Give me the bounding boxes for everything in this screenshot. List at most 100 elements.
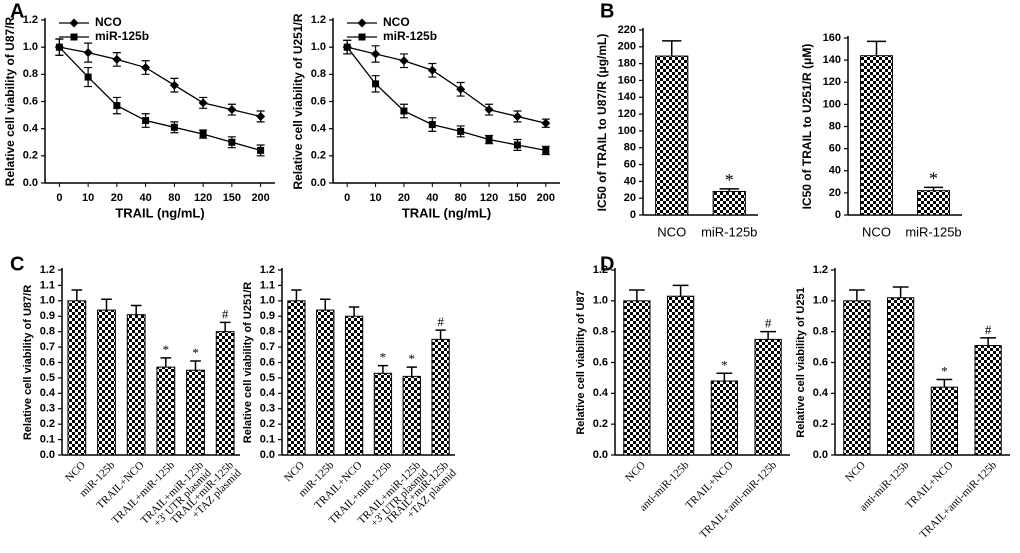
legend-label: miR-125b [95, 29, 149, 43]
y-tick-label: 0.0 [260, 449, 275, 461]
error-bar [101, 298, 112, 311]
annotation: # [222, 306, 229, 321]
bar [156, 366, 176, 456]
error-bar [320, 298, 331, 311]
y-tick-label: 0.5 [260, 372, 275, 384]
y-tick-label: 0.8 [813, 326, 828, 338]
y-tick-label: 0.7 [40, 341, 55, 353]
error-bar [406, 366, 417, 377]
bar [712, 190, 746, 216]
y-axis-label: Relative cell viability of U87/R [22, 285, 34, 440]
marker [456, 84, 466, 94]
error-bar [629, 289, 645, 301]
y-tick-label: 1.2 [813, 264, 828, 276]
x-tick-label: 40 [426, 192, 438, 204]
legend-marker [70, 33, 78, 41]
bar [860, 55, 893, 216]
y-tick-label: 0.8 [23, 68, 38, 80]
y-tick-label: 1.2 [593, 264, 608, 276]
y-tick-label: 0.4 [23, 123, 39, 135]
y-tick-label: 20 [624, 192, 636, 204]
y-tick-label: 0.8 [593, 326, 608, 338]
error-bar [936, 378, 953, 388]
marker [512, 111, 522, 121]
annotation: * [192, 345, 199, 360]
annotation: # [765, 316, 772, 331]
annotation: * [163, 342, 170, 357]
y-tick-label: 0.8 [260, 326, 275, 338]
y-tick-label: 40 [624, 175, 636, 187]
marker [228, 138, 236, 146]
error-bar [160, 357, 172, 368]
error-bar [348, 306, 360, 317]
x-axis-label: TRAIL (ng/mL) [402, 205, 491, 220]
y-axis-label: IC50 of TRAIL to U87/R (μg/mL) [595, 34, 609, 212]
y-tick-label: 60 [624, 158, 636, 170]
bar [843, 300, 871, 456]
y-tick-label: 120 [823, 76, 841, 88]
y-tick-label: 0.3 [260, 403, 275, 415]
y-tick-label: 1.0 [40, 295, 55, 307]
error-bar [130, 304, 142, 315]
bar [917, 190, 950, 216]
x-axis-label: TRAIL (ng/mL) [115, 205, 204, 220]
error-bar [190, 360, 201, 371]
marker [541, 118, 551, 128]
y-tick-label: 1.0 [260, 295, 275, 307]
y-tick-label: 140 [823, 54, 841, 66]
annotation: * [929, 168, 938, 188]
bar [974, 345, 1002, 456]
annotation: * [409, 351, 416, 366]
error-bar [219, 321, 231, 332]
y-tick-label: 0.2 [260, 418, 275, 430]
bar [710, 380, 738, 456]
y-axis-label: Relative cell viability of U87 [575, 290, 587, 434]
marker [83, 48, 93, 58]
marker [84, 73, 92, 81]
marker [256, 111, 266, 121]
legend-marker [358, 33, 366, 41]
x-tick-label: 40 [140, 192, 152, 204]
y-tick-label: 0.4 [813, 387, 829, 399]
annotation: # [437, 314, 444, 329]
bar [623, 300, 651, 456]
y-tick-label: 180 [618, 58, 636, 70]
marker [112, 54, 122, 64]
x-tick-label: 150 [223, 192, 241, 204]
marker [141, 63, 151, 73]
error-bar [866, 40, 887, 56]
legend-label: NCO [95, 15, 122, 29]
y-tick-label: 0.8 [40, 326, 55, 338]
bar [402, 375, 421, 456]
marker [257, 146, 265, 154]
bar [186, 369, 205, 456]
y-tick-label: 0.0 [813, 449, 828, 461]
y-tick-label: 0.6 [40, 356, 55, 368]
y-tick-label: 0 [835, 209, 841, 221]
x-tick-label: 20 [398, 192, 410, 204]
y-tick-label: 1.0 [311, 41, 326, 53]
y-axis-label: Relative cell viability of U87/R [3, 16, 17, 186]
x-tick-label: 10 [82, 192, 94, 204]
bar [316, 309, 335, 456]
y-tick-label: 160 [618, 74, 636, 86]
line [59, 46, 261, 118]
y-tick-label: 0.1 [260, 433, 275, 445]
marker [427, 65, 437, 75]
x-tick-label: 120 [194, 192, 212, 204]
x-tick-label: miR-125b [905, 224, 961, 239]
y-tick-label: 0.5 [40, 372, 55, 384]
y-tick-label: 0.7 [260, 341, 275, 353]
x-tick-label: NCO [862, 224, 891, 239]
x-tick-label: 120 [480, 192, 498, 204]
panel-label: B [600, 0, 614, 22]
y-tick-label: 1.0 [813, 295, 828, 307]
marker [142, 117, 150, 125]
annotation: * [941, 363, 948, 378]
y-tick-label: 140 [618, 91, 636, 103]
bar [287, 300, 306, 456]
marker [513, 141, 521, 149]
y-tick-label: 0.0 [311, 177, 326, 189]
error-bar [716, 372, 733, 381]
